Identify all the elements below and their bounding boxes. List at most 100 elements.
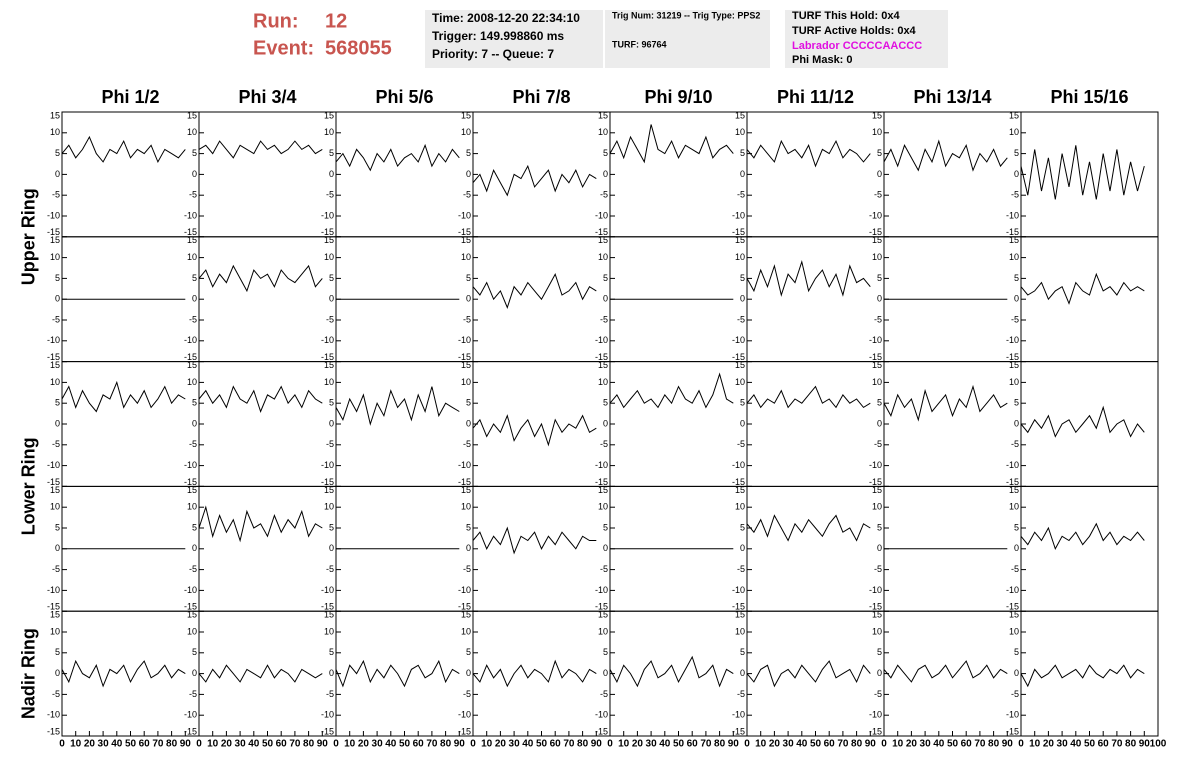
y-tick-label: 10: [735, 626, 745, 636]
waveform: [1020, 522, 1145, 551]
y-tick-label: 0: [55, 668, 60, 678]
x-tick-label: 70: [974, 739, 986, 750]
x-tick-label: 90: [591, 739, 603, 750]
x-tick-label: 90: [728, 739, 740, 750]
y-tick-label: -10: [1006, 210, 1019, 220]
y-tick-label: -5: [326, 564, 334, 574]
y-tick-label: 15: [50, 235, 60, 245]
y-tick-label: 10: [598, 127, 608, 137]
y-tick-label: 15: [598, 110, 608, 120]
y-tick-label: 0: [466, 294, 471, 304]
y-tick-label: -10: [869, 210, 882, 220]
y-tick-label: 10: [187, 377, 197, 387]
y-tick-label: 0: [466, 668, 471, 678]
waveform: [609, 655, 734, 688]
x-tick-label: 10: [344, 739, 356, 750]
y-tick-label: 10: [461, 377, 471, 387]
x-tick-label: 20: [358, 739, 370, 750]
x-tick-label: 20: [906, 739, 918, 750]
y-tick-label: 5: [603, 148, 608, 158]
y-tick-label: 0: [877, 294, 882, 304]
y-tick-label: -5: [189, 314, 197, 324]
y-tick-label: -15: [184, 352, 197, 362]
y-tick-label: -10: [1006, 335, 1019, 345]
y-tick-label: 15: [461, 485, 471, 495]
y-tick-label: -5: [600, 314, 608, 324]
waveform: [61, 380, 186, 413]
info-box: [605, 10, 770, 68]
y-tick-label: -10: [47, 585, 60, 595]
y-tick-label: -5: [600, 689, 608, 699]
panel-frame: [883, 111, 1022, 238]
y-tick-label: 0: [329, 169, 334, 179]
y-tick-label: 15: [872, 110, 882, 120]
x-tick-label: 40: [385, 739, 397, 750]
y-tick-label: 0: [603, 418, 608, 428]
column-title: Phi 7/8: [512, 87, 570, 107]
x-tick-label: 90: [454, 739, 466, 750]
y-tick-label: 5: [877, 148, 882, 158]
y-tick-label: 10: [50, 502, 60, 512]
x-tick-label: 20: [495, 739, 507, 750]
run: 12: [325, 10, 347, 32]
panel-frame: [1020, 485, 1159, 612]
y-tick-label: 0: [877, 418, 882, 428]
x-tick-label: 70: [1111, 739, 1123, 750]
y-tick-label: 5: [55, 647, 60, 657]
x-tick-label: 90: [180, 739, 192, 750]
y-tick-label: 15: [598, 235, 608, 245]
y-tick-label: -15: [184, 227, 197, 237]
panel-frame: [1020, 111, 1159, 238]
y-tick-label: -15: [184, 477, 197, 487]
waveform: [198, 385, 323, 413]
column-title: Phi 11/12: [777, 87, 854, 107]
y-tick-label: 5: [192, 273, 197, 283]
y-tick-label: -5: [326, 190, 334, 200]
y-tick-label: -15: [595, 352, 608, 362]
x-tick-label: 60: [413, 739, 425, 750]
column-title: Phi 5/6: [375, 87, 433, 107]
y-tick-label: -15: [47, 352, 60, 362]
y-tick-label: 10: [735, 377, 745, 387]
y-tick-label: 5: [466, 398, 471, 408]
waveform: [472, 526, 597, 555]
y-tick-label: 15: [735, 610, 745, 620]
y-tick-label: 10: [1009, 377, 1019, 387]
y-tick-label: 0: [466, 169, 471, 179]
y-tick-label: 10: [187, 252, 197, 262]
y-tick-label: 15: [187, 485, 197, 495]
labrador: Labrador CCCCCAACCC: [792, 40, 922, 52]
y-tick-label: -5: [600, 439, 608, 449]
y-tick-label: -15: [184, 726, 197, 736]
y-tick-label: 10: [324, 502, 334, 512]
waveform: [472, 414, 597, 447]
y-tick-label: 5: [329, 148, 334, 158]
panel-frame: [746, 236, 885, 363]
column-title: Phi 9/10: [644, 87, 712, 107]
panel-frame: [61, 361, 200, 487]
y-tick-label: -5: [463, 689, 471, 699]
y-tick-label: -10: [184, 210, 197, 220]
y-tick-label: -10: [458, 460, 471, 470]
panel-frame: [883, 361, 1022, 487]
x-tick-label: 90: [317, 739, 329, 750]
y-tick-label: -10: [458, 585, 471, 595]
y-tick-label: 5: [877, 647, 882, 657]
x-tick-label: 50: [399, 739, 411, 750]
x-tick-label: 0: [607, 739, 613, 750]
y-tick-label: 15: [461, 110, 471, 120]
y-tick-label: -5: [874, 314, 882, 324]
x-tick-label: 30: [646, 739, 658, 750]
y-tick-label: -15: [595, 602, 608, 612]
y-tick-label: -10: [595, 210, 608, 220]
x-tick-label: 60: [276, 739, 288, 750]
x-tick-label: 20: [769, 739, 781, 750]
x-tick-label: 100: [1150, 739, 1167, 750]
y-tick-label: 5: [55, 522, 60, 532]
waveform: [746, 385, 871, 409]
y-tick-label: -5: [326, 439, 334, 449]
panel-frame: [746, 361, 885, 487]
y-tick-label: -10: [595, 460, 608, 470]
waveform: [609, 124, 734, 164]
